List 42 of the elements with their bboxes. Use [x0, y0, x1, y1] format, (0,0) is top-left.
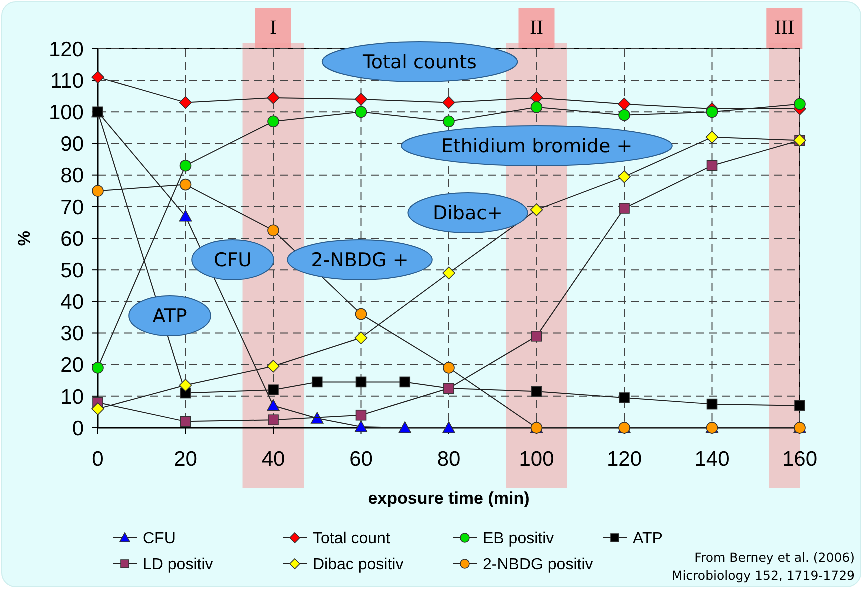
y-tick-label: 50: [60, 259, 84, 282]
band-label: II: [530, 17, 544, 39]
y-tick-label: 0: [72, 417, 84, 440]
y-tick-label: 60: [60, 228, 84, 251]
y-axis-title: %: [15, 230, 34, 246]
y-tick-label: 40: [60, 291, 84, 314]
y-tick-label: 20: [60, 354, 84, 378]
text: Microbiology 152, 1719-1729: [672, 568, 856, 583]
x-tick-label: 20: [174, 448, 198, 471]
annotation: Total counts: [362, 52, 477, 74]
annotation: Ethidium bromide +: [441, 136, 633, 158]
annotation: 2-NBDG +: [311, 250, 409, 272]
legend-label: Dibac positiv: [313, 556, 404, 574]
x-tick-label: 40: [262, 448, 286, 471]
x-axis-title: exposure time (min): [368, 489, 530, 508]
y-tick-label: 120: [48, 38, 84, 62]
annotation: Dibac+: [433, 202, 503, 225]
y-tick-label: 30: [60, 322, 84, 346]
band-label: III: [774, 17, 795, 39]
legend-label: ATP: [633, 530, 663, 548]
x-tick-label: 160: [782, 448, 818, 471]
legend-label: CFU: [143, 530, 176, 548]
y-tick-label: 80: [60, 164, 84, 188]
x-tick-label: 80: [437, 448, 461, 471]
x-tick-label: 100: [519, 448, 554, 471]
y-tick-label: 110: [50, 70, 84, 93]
band-label: I: [270, 17, 277, 39]
legend-label: LD positiv: [143, 556, 214, 574]
y-tick-label: 100: [48, 102, 84, 125]
legend-label: 2-NBDG positiv: [483, 556, 594, 574]
y-tick-label: 10: [60, 386, 84, 409]
annotation: ATP: [152, 306, 188, 328]
text: From Berney et al. (2006): [694, 550, 855, 565]
x-tick-label: 60: [350, 448, 373, 471]
x-tick-label: 140: [694, 448, 730, 471]
legend-label: EB positiv: [483, 530, 554, 548]
x-tick-label: 120: [606, 448, 642, 471]
y-tick-label: 90: [60, 133, 84, 156]
x-tick-label: 0: [92, 448, 104, 471]
y-tick-label: 70: [60, 196, 84, 220]
legend-label: Total count: [313, 530, 391, 548]
annotation: CFU: [214, 250, 252, 272]
